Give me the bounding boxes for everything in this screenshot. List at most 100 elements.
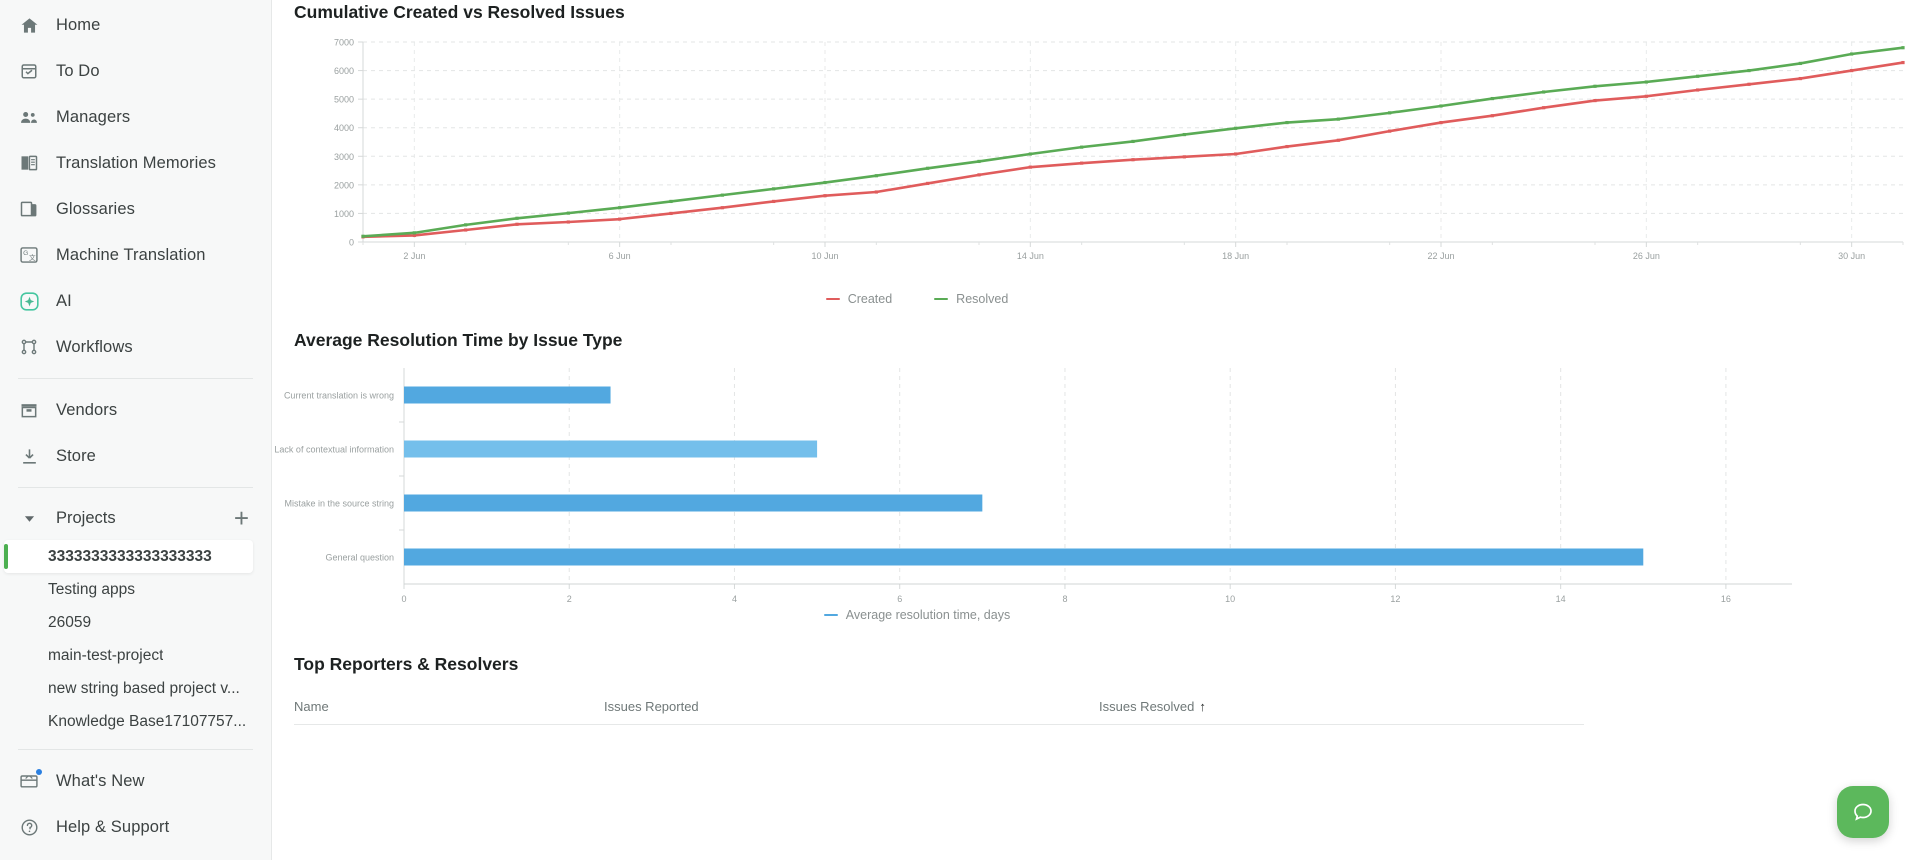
legend-label: Resolved	[956, 292, 1009, 306]
svg-text:文: 文	[29, 253, 36, 262]
sidebar-nav: Home To Do Managers Translation Memories	[0, 0, 271, 741]
project-label: new string based project v...	[48, 679, 240, 697]
column-header-issues-resolved[interactable]: Issues Resolved ↑	[1099, 693, 1584, 725]
top-reporters-title: Top Reporters & Resolvers	[294, 654, 519, 674]
sidebar-item-ai[interactable]: AI	[0, 278, 271, 324]
column-label: Issues Resolved	[1099, 699, 1195, 714]
chevron-down-icon[interactable]	[16, 513, 42, 524]
svg-text:7000: 7000	[334, 38, 354, 48]
sidebar-item-label: Managers	[56, 107, 131, 126]
svg-text:8: 8	[1062, 594, 1067, 604]
sidebar-item-to-do[interactable]: To Do	[0, 48, 271, 94]
todo-calendar-icon	[16, 58, 42, 84]
project-label: Testing apps	[48, 580, 136, 598]
sort-ascending-icon[interactable]: ↑	[1199, 699, 1206, 714]
svg-text:3000: 3000	[334, 152, 354, 162]
legend-item-avg-resolution-time[interactable]: Average resolution time, days	[823, 608, 1011, 622]
column-label: Issues Reported	[604, 699, 699, 714]
resolution-time-chart-title: Average Resolution Time by Issue Type	[294, 330, 623, 350]
column-header-issues-reported[interactable]: Issues Reported	[604, 693, 1099, 725]
sidebar-item-label: Glossaries	[56, 199, 135, 218]
resolution-time-bar-chart: 0 2 4 6 8 10 12 14 16 Current translation is wron…	[274, 364, 1792, 604]
svg-text:2000: 2000	[334, 180, 354, 190]
sidebar-item-label: Machine Translation	[56, 245, 206, 264]
project-label: main-test-project	[48, 646, 164, 664]
help-question-icon	[16, 814, 42, 840]
sidebar-item-label: AI	[56, 291, 72, 310]
ai-sparkle-icon	[16, 288, 42, 314]
sidebar-item-translation-memories[interactable]: Translation Memories	[0, 140, 271, 186]
project-item[interactable]: 26059	[4, 606, 253, 639]
svg-text:18 Jun: 18 Jun	[1222, 251, 1249, 261]
svg-text:Current translation is wrong: Current translation is wrong	[284, 391, 394, 401]
cumulative-chart-title: Cumulative Created vs Resolved Issues	[294, 2, 625, 22]
svg-text:5000: 5000	[334, 95, 354, 105]
svg-text:6: 6	[897, 594, 902, 604]
sidebar-item-store[interactable]: Store	[0, 433, 271, 479]
help-chat-button[interactable]	[1837, 786, 1889, 838]
column-header-name[interactable]: Name	[294, 693, 604, 725]
sidebar-item-label: What's New	[56, 771, 145, 790]
sidebar-item-label: Translation Memories	[56, 153, 217, 172]
legend-label: Average resolution time, days	[845, 608, 1011, 622]
sidebar-item-whats-new[interactable]: What's New	[0, 758, 271, 804]
sidebar-item-label: Workflows	[56, 337, 133, 356]
sidebar-divider-3	[18, 749, 253, 750]
sidebar-item-help-support[interactable]: Help & Support	[0, 804, 271, 850]
project-item[interactable]: Testing apps	[4, 573, 253, 606]
svg-text:26 Jun: 26 Jun	[1633, 251, 1660, 261]
sidebar-item-home[interactable]: Home	[0, 2, 271, 48]
main-content: Cumulative Created vs Resolved Issues 0 1…	[272, 0, 1915, 860]
svg-text:16: 16	[1721, 594, 1731, 604]
translation-memories-book-icon	[16, 150, 42, 176]
svg-text:22 Jun: 22 Jun	[1427, 251, 1454, 261]
resolution-time-chart-legend: Average resolution time, days	[272, 608, 1562, 622]
legend-item-resolved[interactable]: Resolved	[934, 292, 1008, 306]
project-item[interactable]: new string based project v...	[4, 672, 253, 705]
svg-text:General question: General question	[325, 553, 394, 563]
sidebar-item-label: Help & Support	[56, 817, 170, 836]
project-item[interactable]: Knowledge Base17107757...	[4, 705, 253, 738]
legend-label: Created	[847, 292, 893, 306]
svg-text:14 Jun: 14 Jun	[1017, 251, 1044, 261]
cumulative-chart-section: Cumulative Created vs Resolved Issues 0 1…	[272, 0, 1915, 330]
sidebar-item-label: Vendors	[56, 400, 118, 419]
whats-new-badge-dot	[36, 769, 42, 775]
sidebar-item-label: To Do	[56, 61, 100, 80]
sidebar: Home To Do Managers Translation Memories	[0, 0, 272, 860]
svg-text:2 Jun: 2 Jun	[403, 251, 425, 261]
home-icon	[16, 12, 42, 38]
svg-text:12: 12	[1390, 594, 1400, 604]
sidebar-item-workflows[interactable]: Workflows	[0, 324, 271, 370]
svg-text:6 Jun: 6 Jun	[609, 251, 631, 261]
sidebar-item-vendors[interactable]: Vendors	[0, 387, 271, 433]
project-label: Knowledge Base17107757...	[48, 712, 247, 730]
projects-section-header[interactable]: Projects +	[0, 496, 271, 540]
svg-text:1000: 1000	[334, 209, 354, 219]
svg-text:10 Jun: 10 Jun	[811, 251, 838, 261]
project-item[interactable]: main-test-project	[4, 639, 253, 672]
svg-text:0: 0	[401, 594, 406, 604]
vendors-storefront-icon	[16, 397, 42, 423]
resolution-time-chart-section: Average Resolution Time by Issue Type 0 2…	[272, 330, 1915, 650]
project-label: 3333333333333333333	[48, 547, 212, 565]
managers-people-icon	[16, 104, 42, 130]
svg-text:30 Jun: 30 Jun	[1838, 251, 1865, 261]
cumulative-chart-legend: Created Resolved	[272, 292, 1562, 306]
project-item-selected[interactable]: 3333333333333333333	[4, 540, 253, 573]
table-header-row: Name Issues Reported Issues Resolved ↑	[294, 693, 1584, 725]
sidebar-footer: What's New Help & Support	[0, 741, 271, 860]
sidebar-item-managers[interactable]: Managers	[0, 94, 271, 140]
workflows-nodes-icon	[16, 334, 42, 360]
svg-text:4: 4	[732, 594, 737, 604]
legend-item-created[interactable]: Created	[825, 292, 893, 306]
sidebar-item-label: Store	[56, 446, 96, 465]
sidebar-item-label: Home	[56, 15, 101, 34]
sidebar-item-glossaries[interactable]: Glossaries	[0, 186, 271, 232]
svg-text:0: 0	[349, 238, 354, 248]
add-project-button[interactable]: +	[233, 503, 249, 533]
sidebar-divider-2	[18, 487, 253, 488]
svg-text:G: G	[23, 250, 28, 257]
